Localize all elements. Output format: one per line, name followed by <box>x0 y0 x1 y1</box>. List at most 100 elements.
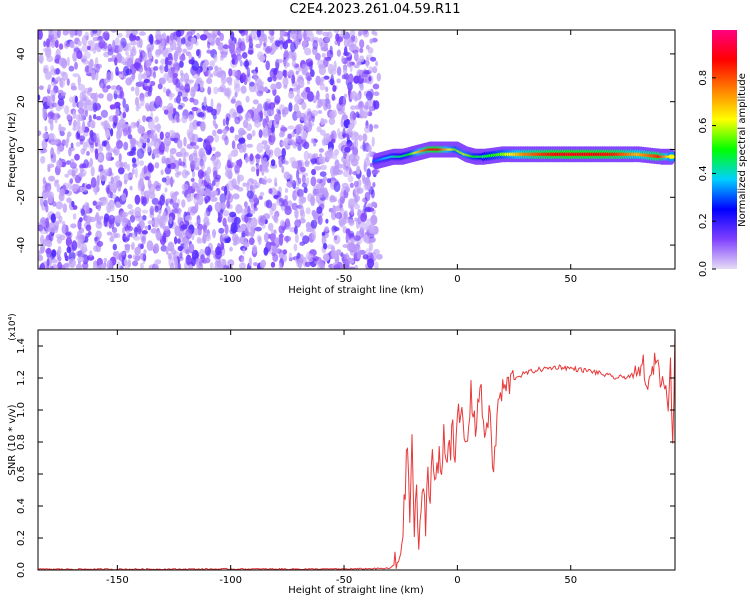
noise-blob <box>316 30 323 35</box>
noise-blob <box>363 70 371 75</box>
noise-blob <box>261 140 268 146</box>
noise-blob <box>351 119 355 129</box>
noise-blob <box>346 136 350 143</box>
y-tick-label: -20 <box>16 189 27 205</box>
noise-blob <box>325 86 329 93</box>
noise-blob <box>333 181 341 193</box>
noise-blob <box>257 51 264 60</box>
noise-blob <box>332 165 340 176</box>
noise-blob <box>284 205 292 216</box>
noise-blob <box>282 76 289 87</box>
noise-blob <box>93 245 99 252</box>
noise-blob <box>47 111 54 120</box>
noise-blob <box>191 106 199 112</box>
noise-blob <box>182 96 189 102</box>
noise-blob <box>61 58 68 69</box>
colorbar-tick-label: 0.0 <box>698 261 709 277</box>
noise-blob <box>315 52 321 61</box>
noise-blob <box>259 35 263 46</box>
noise-blob <box>246 133 253 141</box>
noise-blob <box>176 238 181 244</box>
noise-blob <box>146 43 154 53</box>
noise-blob <box>69 162 77 169</box>
noise-blob <box>259 215 266 224</box>
noise-blob <box>193 228 199 236</box>
noise-blob <box>172 202 179 209</box>
noise-blob <box>200 80 204 92</box>
noise-blob <box>263 247 269 256</box>
noise-blob <box>343 151 347 159</box>
noise-blob <box>303 186 308 194</box>
noise-blob <box>210 108 217 116</box>
noise-blob <box>246 213 253 218</box>
noise-blob <box>135 105 140 112</box>
noise-blob <box>139 160 145 167</box>
noise-blob <box>149 205 155 216</box>
noise-blob <box>190 177 195 183</box>
noise-blob <box>59 188 65 196</box>
noise-blob <box>107 57 112 63</box>
noise-blob <box>233 216 241 225</box>
noise-blob <box>305 30 313 37</box>
noise-blob <box>320 67 324 74</box>
noise-blob <box>319 171 327 177</box>
noise-blob <box>147 51 153 60</box>
noise-blob <box>283 58 289 69</box>
noise-blob <box>194 157 202 167</box>
noise-blob <box>274 113 282 122</box>
noise-blob <box>289 156 296 164</box>
noise-blob <box>374 261 379 269</box>
noise-blob <box>364 176 370 186</box>
noise-blob <box>210 98 214 109</box>
noise-blob <box>226 159 231 169</box>
noise-blob <box>364 101 369 110</box>
noise-blob <box>183 136 187 147</box>
noise-blob <box>158 43 162 51</box>
noise-blob <box>296 169 300 180</box>
noise-blob <box>68 251 76 261</box>
noise-blob <box>376 253 383 260</box>
noise-blob <box>181 183 189 191</box>
noise-blob <box>106 85 111 89</box>
noise-blob <box>130 86 135 92</box>
noise-blob <box>371 136 375 147</box>
noise-blob <box>263 86 269 93</box>
noise-blob <box>111 193 117 200</box>
noise-blob <box>46 100 53 106</box>
noise-blob <box>206 66 214 71</box>
y-tick-label: 0 <box>16 146 27 152</box>
noise-blob <box>168 92 173 101</box>
noise-blob <box>107 147 114 153</box>
noise-blob <box>65 160 71 165</box>
noise-blob <box>83 96 88 102</box>
noise-blob <box>251 184 259 189</box>
noise-blob <box>329 45 333 55</box>
noise-blob <box>136 40 141 48</box>
noise-blob <box>333 226 340 232</box>
noise-blob <box>216 71 223 78</box>
noise-blob <box>286 71 290 76</box>
noise-blob <box>265 60 271 71</box>
noise-blob <box>266 178 273 184</box>
noise-blob <box>252 71 258 81</box>
noise-blob <box>188 79 194 84</box>
noise-blob <box>78 112 85 122</box>
noise-blob <box>84 65 90 73</box>
noise-blob <box>81 44 89 53</box>
noise-blob <box>245 95 250 103</box>
noise-blob <box>368 66 374 74</box>
noise-blob <box>251 130 256 137</box>
noise-blob <box>76 50 83 60</box>
noise-blob <box>306 91 314 102</box>
noise-blob <box>295 133 299 140</box>
noise-blob <box>346 61 352 68</box>
noise-blob <box>238 30 244 34</box>
noise-blob <box>228 81 233 86</box>
noise-blob <box>291 74 296 84</box>
noise-blob <box>146 146 151 153</box>
noise-blob <box>205 140 211 151</box>
noise-blob <box>278 262 282 269</box>
noise-blob <box>47 163 55 168</box>
noise-blob <box>224 185 228 196</box>
noise-blob <box>114 101 121 108</box>
